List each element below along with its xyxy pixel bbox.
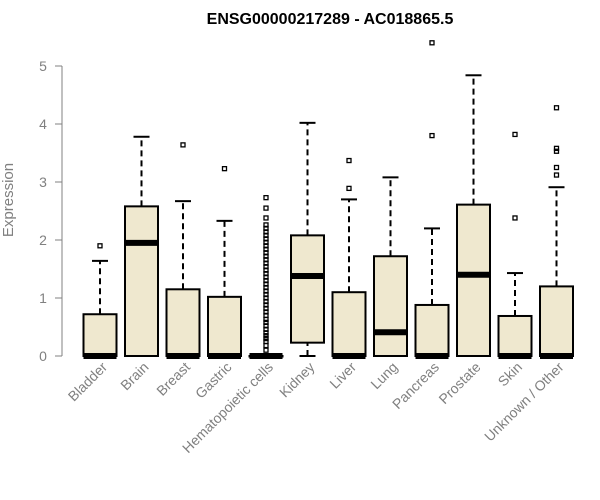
outlier-point (553, 164, 560, 171)
box-unknown-other (539, 105, 574, 359)
box-liver (331, 157, 367, 359)
outlier-point (263, 342, 269, 349)
outlier-point (512, 131, 518, 138)
box-rect (373, 255, 408, 357)
box-rect (414, 303, 450, 357)
chart-title: ENSG00000217289 - AC018865.5 (207, 11, 454, 28)
x-tick-label: Unknown / Other (481, 359, 567, 445)
box-rect (207, 295, 242, 357)
y-tick-label: 5 (39, 58, 47, 74)
outlier-point (553, 145, 560, 152)
y-axis: 0 1 2 3 4 5 (39, 58, 63, 364)
outlier-point (263, 222, 269, 228)
y-tick-label: 0 (39, 348, 47, 364)
y-tick-label: 1 (39, 290, 47, 306)
x-tick-label: Brain (117, 359, 151, 393)
outlier-point (346, 157, 352, 164)
x-tick-label: Kidney (276, 359, 318, 401)
box-rect (290, 234, 325, 344)
outlier-point (512, 215, 518, 221)
outlier-point (263, 195, 269, 201)
x-tick-label: Bladder (65, 359, 111, 405)
x-tick-label: Breast (153, 359, 193, 399)
y-tick-label: 2 (39, 232, 47, 248)
box-gastric (207, 166, 242, 359)
box-brain (124, 135, 159, 357)
x-tick-label: Prostate (435, 359, 483, 407)
outlier-point (263, 205, 269, 211)
outlier-point (263, 316, 269, 323)
outlier-point (263, 347, 269, 353)
box-skin (497, 131, 533, 359)
box-hematopoietic-cells (248, 195, 284, 359)
outlier-point (553, 148, 560, 154)
outlier-point (553, 105, 560, 111)
box-pancreas (414, 40, 450, 359)
outlier-point (97, 243, 103, 249)
box-rect (82, 313, 118, 357)
outlier-point (429, 132, 435, 139)
box-rect (456, 203, 491, 357)
y-tick-label: 3 (39, 174, 47, 190)
outlier-point (180, 142, 186, 148)
box-rect (124, 205, 159, 357)
outlier-point (346, 185, 352, 192)
outlier-point (221, 166, 228, 172)
outlier-point (263, 333, 269, 339)
y-axis-label: Expression (0, 163, 17, 237)
x-tick-label: Lung (367, 359, 400, 392)
box-bladder (82, 243, 118, 359)
box-prostate (456, 74, 491, 357)
x-tick-label: Liver (326, 359, 359, 392)
outlier-point (553, 172, 560, 178)
box-lung (373, 176, 408, 357)
boxes-group (82, 40, 574, 359)
box-rect (165, 288, 201, 357)
outlier-point (263, 338, 269, 345)
outlier-point (263, 319, 269, 326)
outlier-point (263, 335, 269, 342)
box-rect (497, 314, 533, 358)
y-tick-label: 4 (39, 116, 47, 132)
x-tick-label: Skin (495, 359, 526, 390)
box-breast (165, 142, 201, 359)
box-rect (331, 291, 367, 358)
outlier-point (429, 40, 435, 46)
box-rect (539, 285, 574, 357)
box-kidney (290, 121, 325, 357)
outlier-point (263, 215, 269, 221)
